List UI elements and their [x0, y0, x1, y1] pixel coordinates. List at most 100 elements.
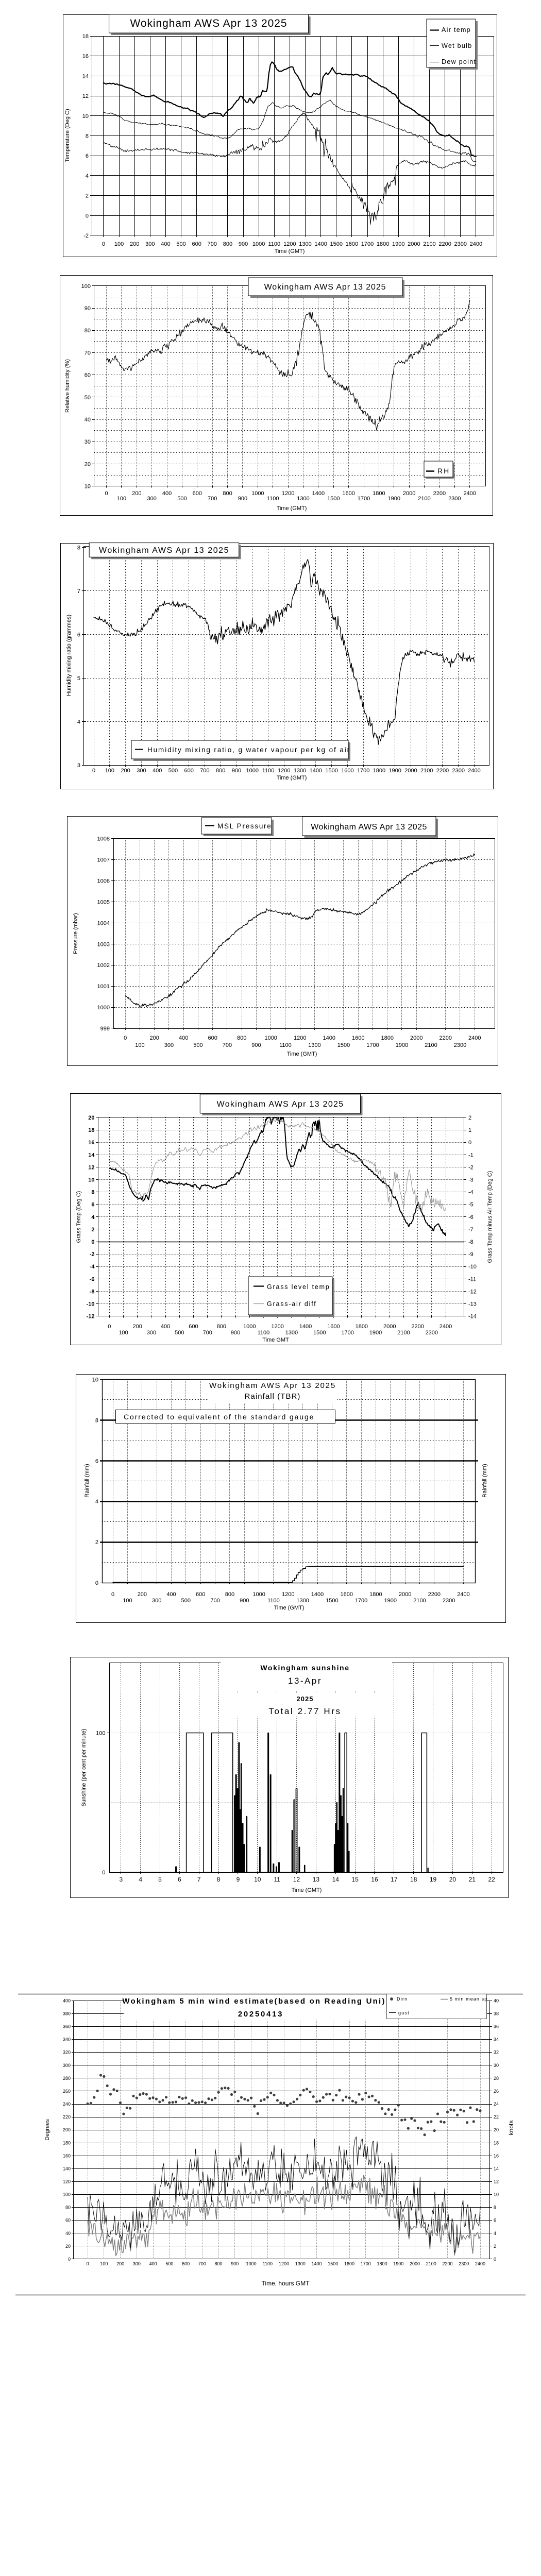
svg-text:0: 0: [468, 1140, 471, 1146]
svg-text:0: 0: [87, 2261, 89, 2266]
svg-text:1000: 1000: [97, 1005, 110, 1011]
svg-text:Time, hours GMT: Time, hours GMT: [262, 2280, 310, 2287]
svg-text:800: 800: [216, 768, 225, 774]
svg-text:0: 0: [102, 241, 105, 247]
svg-text:Time GMT: Time GMT: [262, 1337, 289, 1343]
svg-text:380: 380: [63, 2011, 71, 2016]
svg-text:17: 17: [391, 1876, 398, 1883]
svg-text:900: 900: [239, 241, 248, 247]
svg-text:6: 6: [494, 2218, 496, 2223]
svg-text:5: 5: [158, 1876, 162, 1883]
svg-text:900: 900: [232, 768, 241, 774]
svg-text:500: 500: [175, 1330, 184, 1336]
svg-text:2200: 2200: [438, 241, 451, 247]
svg-text:2400: 2400: [463, 490, 476, 497]
svg-text:2000: 2000: [410, 1035, 422, 1041]
svg-text:0: 0: [105, 490, 108, 497]
svg-text:2: 2: [86, 193, 89, 199]
svg-text:1100: 1100: [262, 768, 275, 774]
svg-text:300: 300: [147, 1330, 156, 1336]
svg-text:200: 200: [130, 241, 139, 247]
svg-text:6: 6: [178, 1876, 181, 1883]
svg-text:-2: -2: [90, 1251, 95, 1258]
svg-text:1100: 1100: [267, 496, 279, 502]
svg-text:1400: 1400: [310, 768, 322, 774]
svg-text:8: 8: [77, 545, 80, 551]
svg-text:1700: 1700: [361, 241, 374, 247]
svg-text:1200: 1200: [282, 490, 294, 497]
svg-text:300: 300: [147, 496, 156, 502]
svg-text:Air temp: Air temp: [442, 26, 471, 33]
svg-text:1100: 1100: [267, 1598, 280, 1604]
svg-text:Wokingham AWS Apr 13 2025: Wokingham AWS Apr 13 2025: [217, 1100, 344, 1109]
svg-text:10: 10: [494, 2192, 499, 2197]
svg-text:2025: 2025: [297, 1695, 314, 1703]
svg-text:21: 21: [469, 1876, 476, 1883]
svg-text:40: 40: [494, 1998, 499, 2003]
svg-text:600: 600: [189, 1324, 198, 1330]
svg-text:26: 26: [494, 2089, 499, 2094]
svg-text:13: 13: [313, 1876, 320, 1883]
svg-text:6: 6: [86, 153, 89, 159]
svg-text:10: 10: [82, 113, 89, 120]
svg-text:28: 28: [494, 2076, 499, 2081]
svg-text:2100: 2100: [413, 1598, 426, 1604]
svg-text:2000: 2000: [403, 490, 415, 497]
svg-text:-4: -4: [468, 1190, 474, 1196]
svg-text:2300: 2300: [448, 496, 461, 502]
svg-text:600: 600: [193, 490, 202, 497]
svg-text:2100: 2100: [426, 2261, 436, 2266]
svg-text:240: 240: [63, 2102, 71, 2107]
svg-text:4: 4: [95, 1499, 98, 1505]
svg-text:20: 20: [84, 461, 91, 467]
svg-text:2300: 2300: [443, 1598, 455, 1604]
svg-text:18: 18: [82, 33, 89, 40]
svg-text:300: 300: [164, 1042, 174, 1048]
svg-text:300: 300: [63, 2063, 71, 2068]
svg-text:1300: 1300: [294, 768, 306, 774]
svg-text:Wokingham AWS Apr 13 2025: Wokingham AWS Apr 13 2025: [209, 1381, 336, 1390]
svg-text:300: 300: [137, 768, 146, 774]
svg-text:1600: 1600: [352, 1035, 364, 1041]
svg-text:6: 6: [95, 1458, 98, 1464]
svg-text:36: 36: [494, 2024, 499, 2029]
svg-text:1100: 1100: [279, 1042, 292, 1048]
svg-text:Wokingham AWS Apr 13 2025: Wokingham AWS Apr 13 2025: [130, 18, 287, 29]
svg-text:Rainfall (mm): Rainfall (mm): [84, 1464, 90, 1497]
svg-text:Pressure (mbar): Pressure (mbar): [73, 913, 79, 954]
svg-text:2: 2: [468, 1115, 471, 1121]
svg-text:5 min mean sp: 5 min mean sp: [450, 1996, 487, 2002]
svg-text:24: 24: [494, 2102, 499, 2107]
svg-text:-2: -2: [468, 1164, 474, 1171]
svg-text:16: 16: [82, 54, 89, 60]
svg-text:60: 60: [84, 372, 91, 379]
svg-text:6: 6: [77, 632, 80, 638]
svg-text:80: 80: [65, 2205, 71, 2210]
svg-text:1100: 1100: [258, 1330, 270, 1336]
svg-text:1400: 1400: [314, 241, 327, 247]
svg-text:1800: 1800: [377, 241, 389, 247]
svg-text:600: 600: [184, 768, 194, 774]
svg-text:1005: 1005: [97, 899, 110, 905]
svg-text:100: 100: [119, 1330, 128, 1336]
svg-text:600: 600: [208, 1035, 217, 1041]
svg-text:400: 400: [166, 1591, 176, 1598]
svg-text:1500: 1500: [313, 1330, 326, 1336]
svg-text:2400: 2400: [470, 241, 482, 247]
svg-text:4: 4: [86, 173, 89, 179]
svg-text:2400: 2400: [439, 1324, 452, 1330]
svg-text:13-Apr: 13-Apr: [288, 1676, 322, 1686]
svg-text:1300: 1300: [308, 1042, 320, 1048]
svg-text:3: 3: [119, 1876, 123, 1883]
svg-text:1600: 1600: [346, 241, 358, 247]
svg-text:2300: 2300: [454, 241, 467, 247]
svg-text:1003: 1003: [97, 941, 110, 947]
svg-text:Temperature (Deg C): Temperature (Deg C): [64, 109, 71, 162]
svg-text:RH: RH: [437, 467, 450, 475]
svg-text:1800: 1800: [373, 490, 385, 497]
svg-text:800: 800: [223, 241, 232, 247]
svg-text:80: 80: [84, 328, 91, 334]
svg-text:2: 2: [494, 2244, 496, 2249]
svg-text:12: 12: [293, 1876, 300, 1883]
svg-text:3: 3: [77, 762, 80, 769]
